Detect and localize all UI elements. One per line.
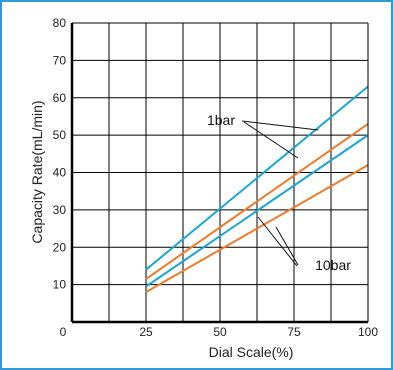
series-line-2 — [145, 123, 369, 280]
annotation-10bar: 10bar — [257, 216, 351, 273]
annotation-1bar: 1bar — [207, 112, 319, 159]
y-tick-label: 50 — [53, 128, 67, 142]
series-line-1 — [145, 85, 369, 271]
y-tick-label: 80 — [53, 16, 67, 30]
annotation-1bar-label: 1bar — [207, 112, 235, 128]
x-tick-label: 100 — [358, 325, 378, 339]
annotation-1bar-leader-2 — [243, 121, 299, 159]
annotation-10bar-label: 10bar — [315, 257, 351, 273]
y-axis-label: Capacity Rate(mL/min) — [29, 100, 45, 243]
y-tick-label: 30 — [53, 203, 67, 217]
y-tick-label: 70 — [53, 53, 67, 67]
annotation-1bar-leader-1 — [241, 120, 319, 131]
series-lines — [145, 85, 369, 293]
annotation-10bar-leader-2 — [275, 226, 299, 266]
series-line-4 — [145, 164, 369, 293]
y-tick-label: 40 — [53, 166, 67, 180]
annotation-10bar-leader-1 — [257, 216, 298, 267]
x-tick-label: 50 — [213, 325, 227, 339]
x-axis-label: Dial Scale(%) — [209, 344, 294, 360]
x-tick-label: 75 — [287, 325, 301, 339]
y-tick-label: 60 — [53, 91, 67, 105]
series-line-3 — [145, 134, 369, 288]
x-tick-label: 25 — [139, 325, 153, 339]
grid — [72, 23, 368, 322]
tick-labels: 10 20 30 40 50 60 70 80 0 25 50 75 100 — [53, 16, 379, 339]
x-tick-label: 0 — [60, 325, 67, 339]
y-tick-label: 20 — [53, 240, 67, 254]
axes — [70, 22, 369, 324]
y-tick-label: 10 — [53, 278, 67, 292]
